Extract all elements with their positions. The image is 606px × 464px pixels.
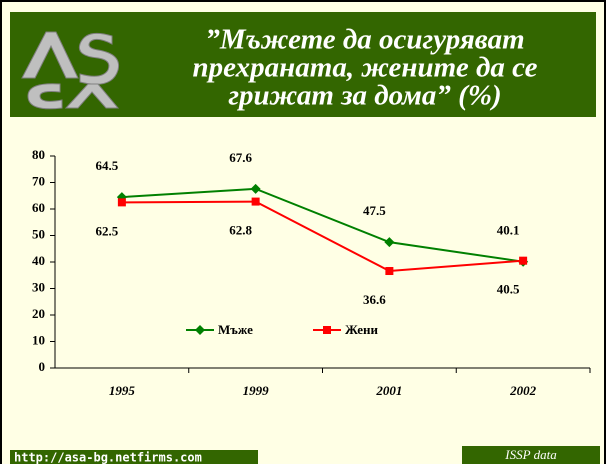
x-tick-label: 2001 [375, 383, 402, 398]
x-tick-label: 2002 [509, 383, 537, 398]
data-label: 62.8 [229, 223, 252, 238]
y-tick-label: 80 [32, 147, 45, 162]
logo-shape [64, 83, 120, 109]
title-line: прехраната, жените да се [193, 52, 538, 84]
series-line [121, 200, 524, 273]
y-tick-label: 0 [39, 359, 46, 374]
logo-shape [78, 32, 120, 85]
data-label: 36.6 [363, 292, 386, 307]
legend-label: Мъже [218, 322, 253, 337]
data-label: 67.6 [229, 150, 252, 165]
data-label: 47.5 [363, 203, 386, 218]
series-line [121, 187, 524, 263]
data-point [250, 183, 261, 194]
title-line: грижат за дома” (%) [228, 80, 501, 112]
y-tick-label: 30 [32, 279, 45, 294]
footer-source: ISSP data [504, 447, 557, 462]
logo-shape [21, 31, 79, 79]
logo-shape [27, 83, 63, 110]
data-label: 40.1 [497, 223, 520, 238]
data-point [385, 267, 394, 276]
y-tick-label: 20 [32, 306, 45, 321]
legend-label: Жени [345, 322, 378, 337]
footer-box [462, 446, 600, 464]
y-tick-label: 70 [32, 173, 45, 188]
y-tick-label: 40 [32, 253, 45, 268]
data-point [251, 197, 260, 206]
x-tick-label: 1999 [243, 383, 270, 398]
footer-url: http://asa-bg.netfirms.com [14, 451, 202, 464]
data-point [384, 237, 395, 248]
logo [21, 31, 120, 110]
data-point [519, 256, 528, 265]
legend-marker [195, 325, 205, 335]
data-point [117, 198, 126, 207]
legend-marker [323, 326, 331, 334]
y-tick-label: 10 [32, 332, 45, 347]
footer-box [10, 450, 258, 464]
data-label: 40.5 [497, 282, 520, 297]
data-label: 64.5 [96, 158, 119, 173]
y-tick-label: 60 [32, 200, 45, 215]
y-tick-label: 50 [32, 226, 45, 241]
title-line: ”Мъжете да осигуряват [205, 24, 524, 56]
x-tick-label: 1995 [109, 383, 136, 398]
data-label: 62.5 [96, 223, 119, 238]
